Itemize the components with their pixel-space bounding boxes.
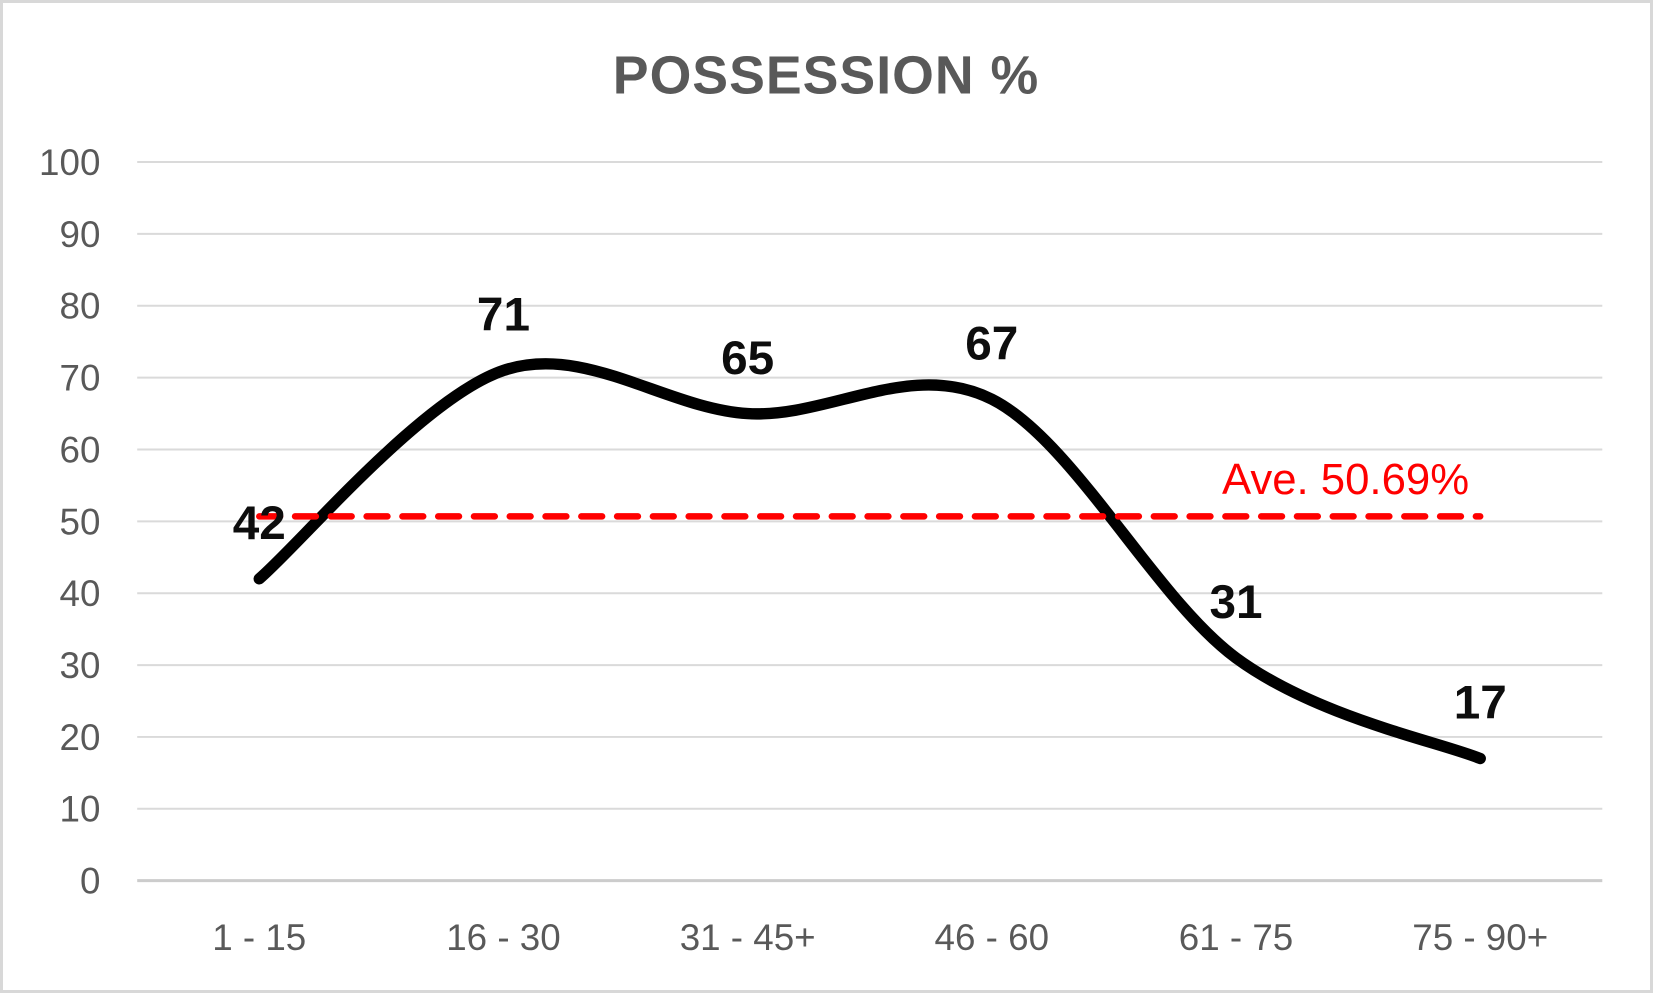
y-axis-tick-label: 20 — [60, 717, 101, 758]
y-axis-tick-label: 70 — [60, 358, 101, 399]
y-axis-tick-label: 60 — [60, 429, 101, 470]
y-axis-tick-label: 10 — [60, 789, 101, 830]
y-axis-tick-label: 30 — [60, 645, 101, 686]
data-point-label: 71 — [477, 289, 530, 342]
gridlines-layer: 0 10 20 30 40 50 60 70 80 90 100 1 - 15 16 - 30 31 - … — [39, 142, 1603, 958]
possession-line-chart: 0 10 20 30 40 50 60 70 80 90 100 1 - 15 16 - 30 31 - … — [39, 45, 1603, 958]
y-axis-tick-label: 40 — [60, 573, 101, 614]
average-line-label: Ave. 50.69% — [1222, 455, 1469, 504]
chart-title: POSSESSION % — [613, 45, 1039, 105]
series-layer — [253, 358, 1486, 765]
x-axis-category-label: 1 - 15 — [212, 917, 306, 958]
labels-layer: 42 71 65 67 31 17 — [233, 289, 1507, 730]
x-axis-category-label: 46 - 60 — [935, 917, 1049, 958]
possession-series-line — [253, 358, 1486, 765]
x-axis-category-label: 61 - 75 — [1179, 917, 1293, 958]
data-point-label: 67 — [965, 317, 1018, 370]
data-point-label: 17 — [1454, 677, 1507, 730]
y-axis-tick-label: 100 — [39, 142, 100, 183]
y-axis-tick-label: 90 — [60, 214, 101, 255]
x-axis-category-label: 75 - 90+ — [1412, 917, 1548, 958]
x-axis-category-label: 16 - 30 — [446, 917, 560, 958]
y-axis-tick-label: 50 — [60, 501, 101, 542]
data-point-label: 31 — [1209, 576, 1262, 629]
y-axis-tick-label: 80 — [60, 286, 101, 327]
data-point-label: 65 — [721, 332, 774, 385]
x-axis-category-label: 31 - 45+ — [680, 917, 816, 958]
data-point-label: 42 — [233, 497, 286, 550]
y-axis-tick-label: 0 — [80, 861, 100, 902]
